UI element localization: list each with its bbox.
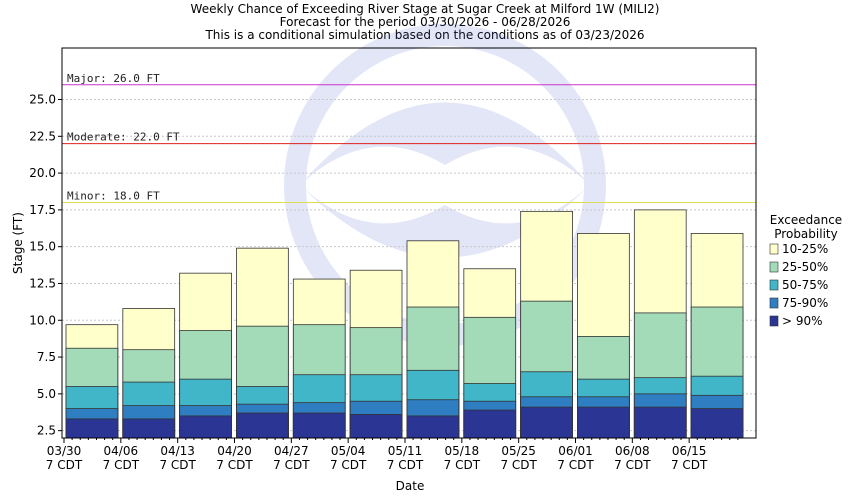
threshold-label: Major: 26.0 FT xyxy=(67,72,160,85)
threshold-label: Minor: 18.0 FT xyxy=(67,190,160,203)
x-tick-sublabel: 7 CDT xyxy=(103,458,140,472)
x-tick-sublabel: 7 CDT xyxy=(216,458,253,472)
x-tick-label: 06/01 xyxy=(558,444,593,458)
legend-label: 10-25% xyxy=(782,242,828,256)
bar-segment xyxy=(236,412,289,439)
x-tick-label: 03/30 xyxy=(47,444,82,458)
x-tick-sublabel: 7 CDT xyxy=(330,458,367,472)
chart-title-line-1: Weekly Chance of Exceeding River Stage a… xyxy=(190,2,660,16)
bar-segment xyxy=(179,415,232,439)
x-tick-label: 06/08 xyxy=(615,444,650,458)
y-tick-label: 20.0 xyxy=(29,166,56,180)
legend-label: > 90% xyxy=(782,314,823,328)
bar-segment xyxy=(292,412,346,439)
x-tick-sublabel: 7 CDT xyxy=(159,458,196,472)
bar-segment xyxy=(577,406,630,439)
y-tick-label: 15.0 xyxy=(29,240,56,254)
bar-segment xyxy=(65,418,119,439)
legend-title: Probability xyxy=(774,227,837,241)
x-tick-sublabel: 7 CDT xyxy=(444,458,481,472)
y-tick-label: 5.0 xyxy=(37,387,56,401)
legend-swatch xyxy=(769,315,779,327)
legend-swatch xyxy=(769,243,779,255)
y-tick-label: 7.5 xyxy=(37,350,56,364)
x-tick-label: 05/25 xyxy=(501,444,536,458)
y-tick-label: 10.0 xyxy=(29,313,56,327)
y-tick-label: 12.5 xyxy=(29,276,56,290)
x-tick-sublabel: 7 CDT xyxy=(46,458,83,472)
threshold-lines: Major: 26.0 FT Moderate: 22.0 FT Minor: 18… xyxy=(62,72,756,204)
x-tick-sublabel: 7 CDT xyxy=(557,458,594,472)
y-tick-label: 17.5 xyxy=(29,203,56,217)
bar-segment xyxy=(349,414,403,439)
x-tick-label: 05/18 xyxy=(445,444,480,458)
x-tick-label: 04/13 xyxy=(160,444,195,458)
legend-title: Exceedance xyxy=(770,213,842,227)
x-tick-label: 06/15 xyxy=(672,444,707,458)
chart-title-line-2: Forecast for the period 03/30/2026 - 06/… xyxy=(279,15,571,29)
legend-label: 75-90% xyxy=(782,296,828,310)
legend-label: 25-50% xyxy=(782,260,828,274)
bar-segment xyxy=(690,408,744,439)
bar-segment xyxy=(406,415,460,439)
x-tick-label: 04/06 xyxy=(104,444,139,458)
x-tick-sublabel: 7 CDT xyxy=(671,458,708,472)
legend-swatch xyxy=(769,261,779,273)
x-tick-sublabel: 7 CDT xyxy=(500,458,537,472)
y-tick-label: 22.5 xyxy=(29,129,56,143)
x-tick-sublabel: 7 CDT xyxy=(614,458,651,472)
y-axis-label: Stage (FT) xyxy=(11,212,25,274)
bar-segment xyxy=(520,406,573,439)
x-tick-label: 05/11 xyxy=(388,444,423,458)
bar-segment xyxy=(463,409,517,439)
threshold-label: Moderate: 22.0 FT xyxy=(67,131,180,144)
x-tick-label: 04/27 xyxy=(274,444,309,458)
chart-title-line-3: This is a conditional simulation based o… xyxy=(205,28,645,42)
y-axis: 2.5 5.0 7.5 10.0 12.5 15.0 17.5 20.0 22.5 25.0 xyxy=(29,93,62,438)
x-tick-sublabel: 7 CDT xyxy=(273,458,310,472)
bar-segment xyxy=(122,418,176,439)
legend-swatch xyxy=(769,297,779,309)
x-tick-label: 05/04 xyxy=(331,444,366,458)
legend-swatch xyxy=(769,279,779,291)
x-axis-label: Date xyxy=(396,479,425,493)
plot-frame xyxy=(61,47,757,439)
x-tick-sublabel: 7 CDT xyxy=(387,458,424,472)
y-tick-label: 2.5 xyxy=(37,424,56,438)
x-tick-label: 04/20 xyxy=(217,444,252,458)
legend-label: 50-75% xyxy=(782,278,828,292)
bar-segment xyxy=(633,406,687,439)
y-tick-label: 25.0 xyxy=(29,93,56,107)
